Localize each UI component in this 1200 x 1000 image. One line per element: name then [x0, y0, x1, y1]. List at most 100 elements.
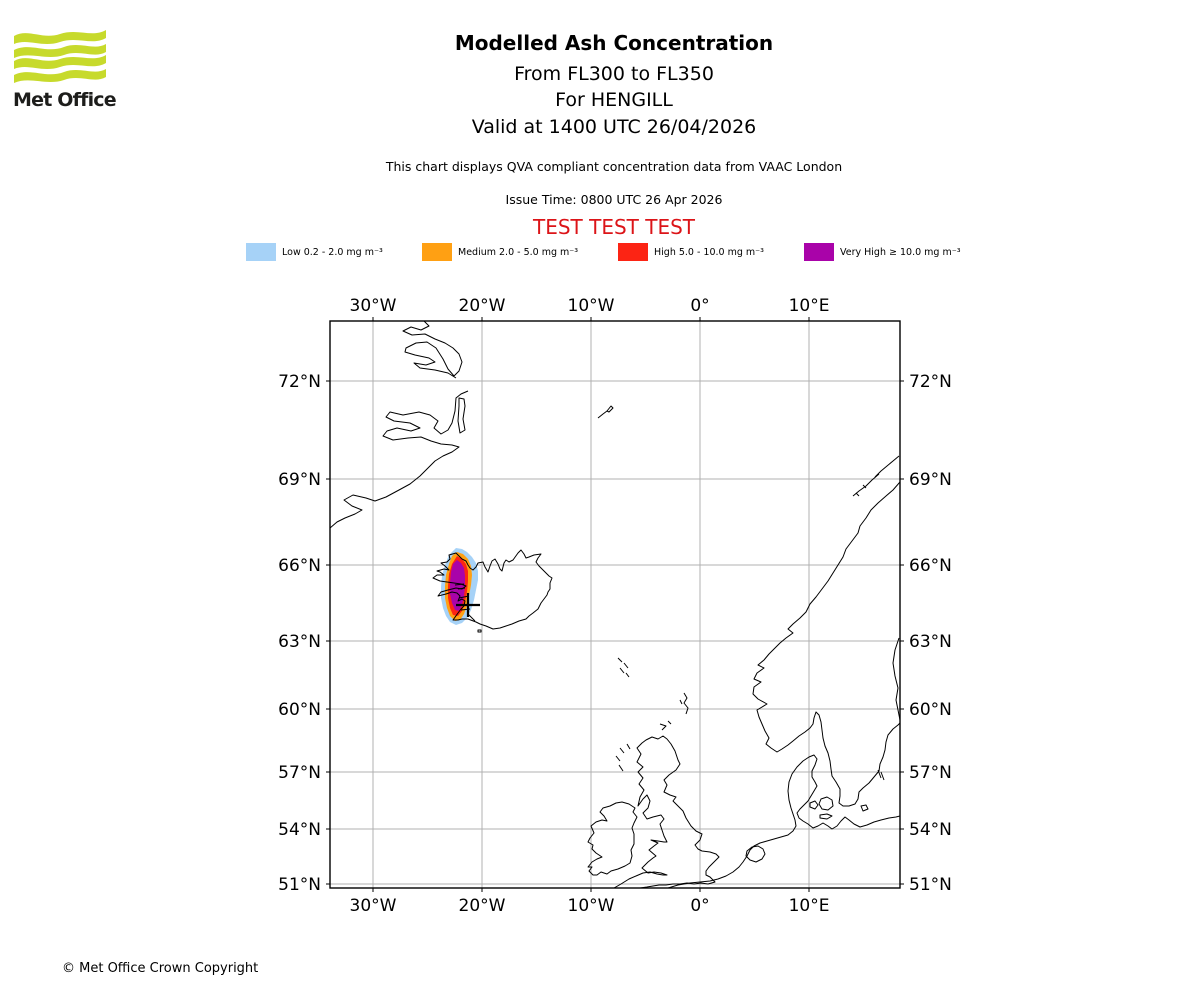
coastline-hebrides: [615, 755, 621, 762]
ash-plume-iceland: [441, 548, 478, 625]
lon-label-top: 10°W: [568, 296, 615, 316]
coastline-shetland: [683, 692, 689, 715]
lat-label-right: 54°N: [909, 820, 952, 840]
lat-label-left: 69°N: [278, 470, 321, 490]
coastline-mainland-europe: [667, 754, 900, 888]
coastline-iceland-fjord-line: [454, 583, 465, 586]
lon-label-bottom: 10°W: [568, 896, 615, 916]
tick-marks: [326, 317, 904, 892]
legend-label: Very High ≥ 10.0 mg m⁻³: [840, 246, 961, 258]
lon-label-top: 0°: [690, 296, 709, 316]
lon-label-top: 20°W: [459, 296, 506, 316]
coastlines: [330, 321, 900, 888]
lat-label-left: 72°N: [278, 372, 321, 392]
coastline-westman-islands: [477, 629, 482, 633]
coastline-lofoten: [852, 473, 880, 497]
legend-swatch: [422, 243, 452, 261]
lat-label-left: 54°N: [278, 820, 321, 840]
legend-swatch: [618, 243, 648, 261]
test-banner: TEST TEST TEST: [532, 215, 695, 239]
logo-wave: [14, 55, 106, 69]
page-title: Modelled Ash Concentration: [454, 31, 774, 55]
coastline-great-britain: [613, 735, 720, 888]
logo-wave: [14, 69, 106, 83]
lat-label-left: 51°N: [278, 875, 321, 895]
ash-contour-very_high: [450, 560, 465, 611]
legend-label: Medium 2.0 - 5.0 mg m⁻³: [458, 246, 579, 258]
lat-label-left: 57°N: [278, 763, 321, 783]
coastline-greenland-scoresby-coast: [330, 390, 469, 529]
coastline-ireland: [587, 801, 638, 876]
lat-label-right: 60°N: [909, 700, 952, 720]
coastline-orkney: [667, 720, 672, 725]
coastline-hebrides: [618, 764, 624, 772]
met-office-logo: [14, 30, 106, 83]
lon-label-bottom: 30°W: [350, 896, 397, 916]
coastline-faroe-islands: [623, 662, 629, 669]
coastline-iceland: [432, 549, 553, 630]
logo-wave: [14, 30, 106, 44]
issue-time: Issue Time: 0800 UTC 26 Apr 2026: [505, 192, 723, 207]
legend-swatch: [246, 243, 276, 261]
coastline-faroe-islands: [625, 672, 630, 678]
coastline-lofoten: [862, 484, 867, 489]
lon-label-bottom: 20°W: [459, 896, 506, 916]
graticule: [330, 321, 900, 888]
qva-description: This chart displays QVA compliant concen…: [385, 159, 843, 174]
coastline-iceland-fjord-line: [457, 587, 466, 590]
coastline-funen: [809, 800, 819, 810]
legend: Low 0.2 - 2.0 mg m⁻³ Medium 2.0 - 5.0 mg …: [0, 243, 1200, 263]
copyright-notice: © Met Office Crown Copyright: [62, 961, 259, 976]
lat-label-right: 66°N: [909, 556, 952, 576]
coastline-lofoten: [874, 455, 900, 478]
coastline-iceland-fjord-line: [467, 613, 476, 622]
coastline-faroe-islands: [619, 667, 625, 674]
coastline-lofoten: [855, 492, 860, 497]
title-volcano: For HENGILL: [555, 89, 673, 111]
lon-label-bottom: 10°E: [789, 896, 830, 916]
coastline-scandinavia-coast: [752, 481, 900, 807]
lat-label-right: 51°N: [909, 875, 952, 895]
coastline-greenland-island: [457, 397, 466, 434]
coastline-lolland: [819, 813, 833, 820]
legend-label: Low 0.2 - 2.0 mg m⁻³: [282, 246, 383, 258]
title-flight-levels: From FL300 to FL350: [514, 63, 714, 85]
lon-label-bottom: 0°: [690, 896, 709, 916]
map-frame: [329, 320, 901, 889]
lat-label-right: 72°N: [909, 372, 952, 392]
coastline-bornholm: [860, 804, 869, 812]
title-valid-time: Valid at 1400 UTC 26/04/2026: [471, 116, 757, 138]
coastline-orkney: [659, 723, 667, 731]
coastline-ijsselmeer: [745, 845, 766, 863]
lat-label-right: 69°N: [909, 470, 952, 490]
met-office-brand-text: Met Office: [13, 89, 117, 111]
legend-item: Low 0.2 - 2.0 mg m⁻³: [246, 243, 383, 261]
lat-label-right: 63°N: [909, 632, 952, 652]
coastline-jan-mayen: [597, 405, 614, 419]
coastline-oland: [877, 769, 882, 779]
legend-swatch: [804, 243, 834, 261]
lon-label-top: 30°W: [350, 296, 397, 316]
logo-wave: [14, 44, 106, 58]
coastline-hebrides: [619, 747, 625, 754]
lat-label-left: 60°N: [278, 700, 321, 720]
lat-label-left: 63°N: [278, 632, 321, 652]
volcano-marker-hengill: [456, 593, 480, 617]
coastline-bothnian-coast: [892, 637, 900, 721]
legend-label: High 5.0 - 10.0 mg m⁻³: [654, 246, 764, 258]
lat-label-right: 57°N: [909, 763, 952, 783]
coastline-oland: [880, 771, 885, 781]
legend-item: Medium 2.0 - 5.0 mg m⁻³: [422, 243, 578, 261]
legend-item: High 5.0 - 10.0 mg m⁻³: [618, 243, 764, 261]
coastline-zealand: [818, 796, 834, 811]
tick-labels: 30°W 30°W 20°W 20°W 10°W 10°W 0° 0° 10°E 10°E 72°N…: [278, 296, 952, 916]
coastline-shetland: [679, 699, 683, 705]
lat-label-left: 66°N: [278, 556, 321, 576]
coastline-faroe-islands: [617, 657, 623, 663]
legend-item: Very High ≥ 10.0 mg m⁻³: [804, 243, 961, 261]
coastline-greenland-north-fjords: [402, 321, 463, 379]
lon-label-top: 10°E: [789, 296, 830, 316]
coastline-hebrides: [626, 743, 631, 750]
